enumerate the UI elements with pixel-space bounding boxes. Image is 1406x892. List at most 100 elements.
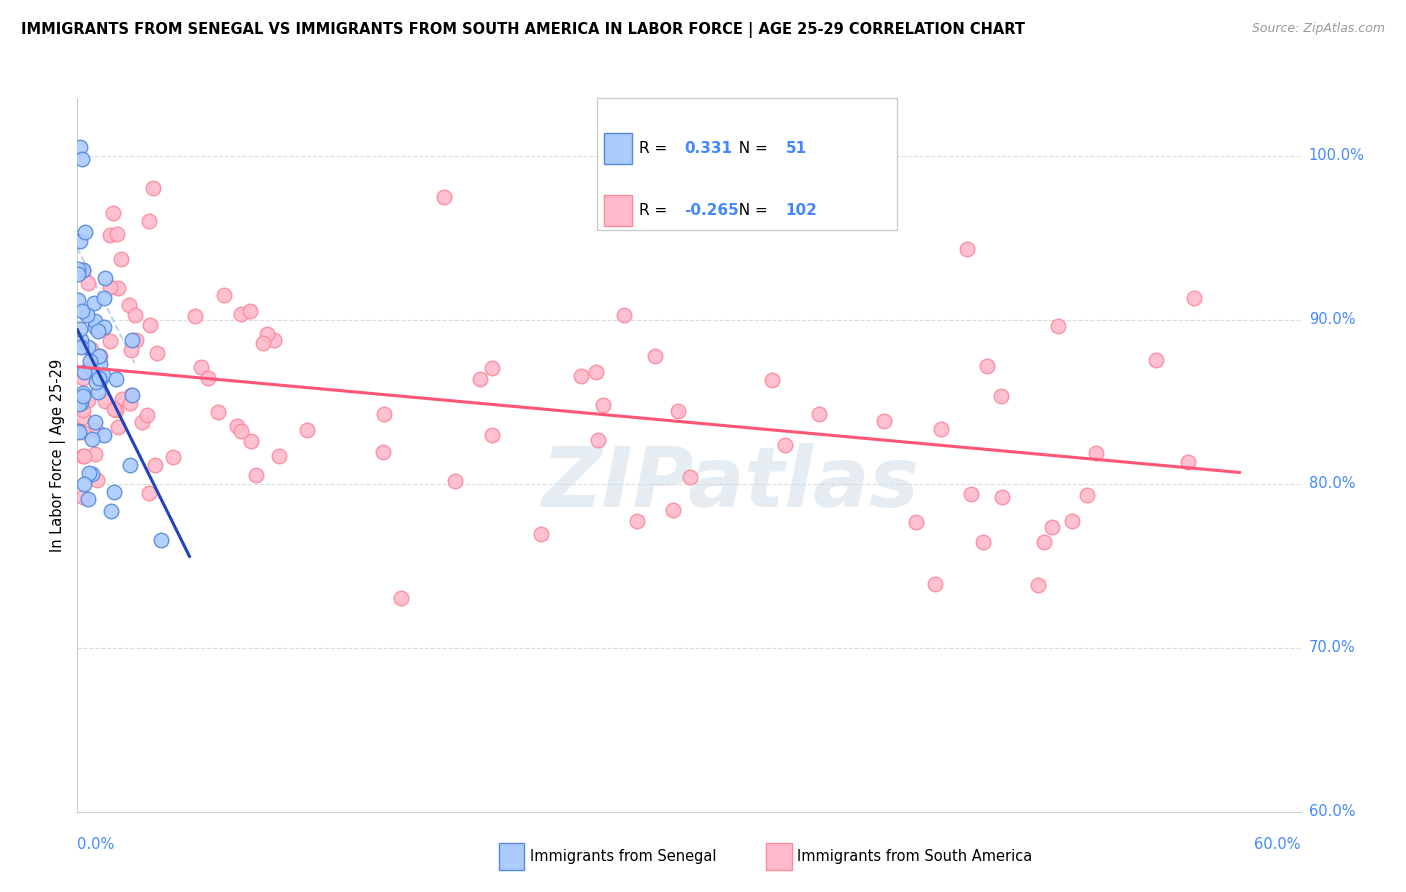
Point xyxy=(69,140,91,154)
Point xyxy=(905,515,928,529)
Point xyxy=(70,333,93,347)
Point xyxy=(136,408,159,422)
Point xyxy=(931,422,953,436)
Point xyxy=(120,388,142,402)
Point xyxy=(104,403,127,417)
Point xyxy=(89,349,111,363)
Point xyxy=(93,428,115,442)
Point xyxy=(131,415,153,429)
Point xyxy=(67,425,90,439)
Point xyxy=(956,242,979,256)
Point xyxy=(72,385,94,400)
Point xyxy=(83,313,105,327)
Y-axis label: In Labor Force | Age 25-29: In Labor Force | Age 25-29 xyxy=(51,359,66,551)
Point xyxy=(98,280,121,294)
Point xyxy=(72,389,94,403)
Point xyxy=(1076,487,1098,501)
Point xyxy=(1033,535,1056,549)
Point xyxy=(84,375,107,389)
Point xyxy=(93,320,115,334)
Point xyxy=(79,353,101,368)
Point xyxy=(959,487,981,501)
Point xyxy=(98,334,121,349)
Text: IMMIGRANTS FROM SENEGAL VS IMMIGRANTS FROM SOUTH AMERICA IN LABOR FORCE | AGE 25: IMMIGRANTS FROM SENEGAL VS IMMIGRANTS FR… xyxy=(21,22,1025,38)
Point xyxy=(72,450,94,464)
Text: 90.0%: 90.0% xyxy=(1309,312,1355,327)
Point xyxy=(72,425,94,439)
Point xyxy=(121,333,143,347)
Point xyxy=(1144,352,1167,367)
Point xyxy=(76,340,98,354)
Point xyxy=(77,393,100,408)
Text: Source: ZipAtlas.com: Source: ZipAtlas.com xyxy=(1251,22,1385,36)
Point xyxy=(84,447,107,461)
Point xyxy=(72,371,94,385)
Text: 102: 102 xyxy=(786,202,817,218)
Text: N =: N = xyxy=(730,141,773,156)
Point xyxy=(83,416,105,430)
Point xyxy=(87,370,110,384)
Point xyxy=(924,576,946,591)
Point xyxy=(87,385,110,400)
Point xyxy=(101,206,124,220)
Point xyxy=(76,308,98,322)
Point xyxy=(72,490,94,504)
Point xyxy=(70,341,93,355)
Point xyxy=(1177,455,1199,469)
Point xyxy=(231,425,253,439)
Point xyxy=(371,445,394,459)
Point xyxy=(1085,445,1108,459)
Point xyxy=(1062,514,1084,528)
Point xyxy=(207,405,229,419)
Point xyxy=(80,360,103,375)
Point xyxy=(93,291,115,305)
Point xyxy=(76,276,98,290)
Point xyxy=(110,252,132,267)
Point xyxy=(990,490,1012,504)
Point xyxy=(77,491,100,506)
Point xyxy=(252,335,274,350)
Point xyxy=(1040,520,1063,534)
Text: ZIPatlas: ZIPatlas xyxy=(541,443,918,524)
Point xyxy=(94,394,117,409)
Point xyxy=(120,343,142,357)
Point xyxy=(138,214,160,228)
Point xyxy=(120,458,142,472)
Text: R =: R = xyxy=(640,141,672,156)
Text: N =: N = xyxy=(730,202,773,218)
Point xyxy=(84,423,107,437)
Point xyxy=(468,372,491,386)
Point xyxy=(245,467,267,482)
Point xyxy=(87,322,110,336)
Point xyxy=(111,392,134,407)
Text: 70.0%: 70.0% xyxy=(1309,640,1355,656)
Point xyxy=(82,432,104,446)
Point xyxy=(613,308,636,322)
Point xyxy=(142,181,165,195)
Point xyxy=(389,591,412,605)
Point xyxy=(121,388,143,402)
Point xyxy=(190,360,212,375)
Point xyxy=(976,359,998,373)
Point xyxy=(83,319,105,334)
Point xyxy=(773,438,796,452)
Point xyxy=(98,228,121,243)
Text: 100.0%: 100.0% xyxy=(1309,148,1365,163)
Text: 0.331: 0.331 xyxy=(685,141,733,156)
Point xyxy=(67,397,90,411)
Text: Immigrants from South America: Immigrants from South America xyxy=(797,849,1032,863)
Point xyxy=(239,304,262,318)
Point xyxy=(70,396,93,410)
Point xyxy=(666,404,689,418)
Point xyxy=(972,535,994,549)
Point xyxy=(679,470,702,484)
Point xyxy=(269,449,291,463)
Point xyxy=(67,267,90,281)
Point xyxy=(105,227,128,241)
Text: Immigrants from Senegal: Immigrants from Senegal xyxy=(530,849,717,863)
Point xyxy=(443,474,465,488)
Point xyxy=(72,152,94,166)
Point xyxy=(162,450,184,464)
Point xyxy=(83,296,105,310)
Point xyxy=(91,368,114,382)
